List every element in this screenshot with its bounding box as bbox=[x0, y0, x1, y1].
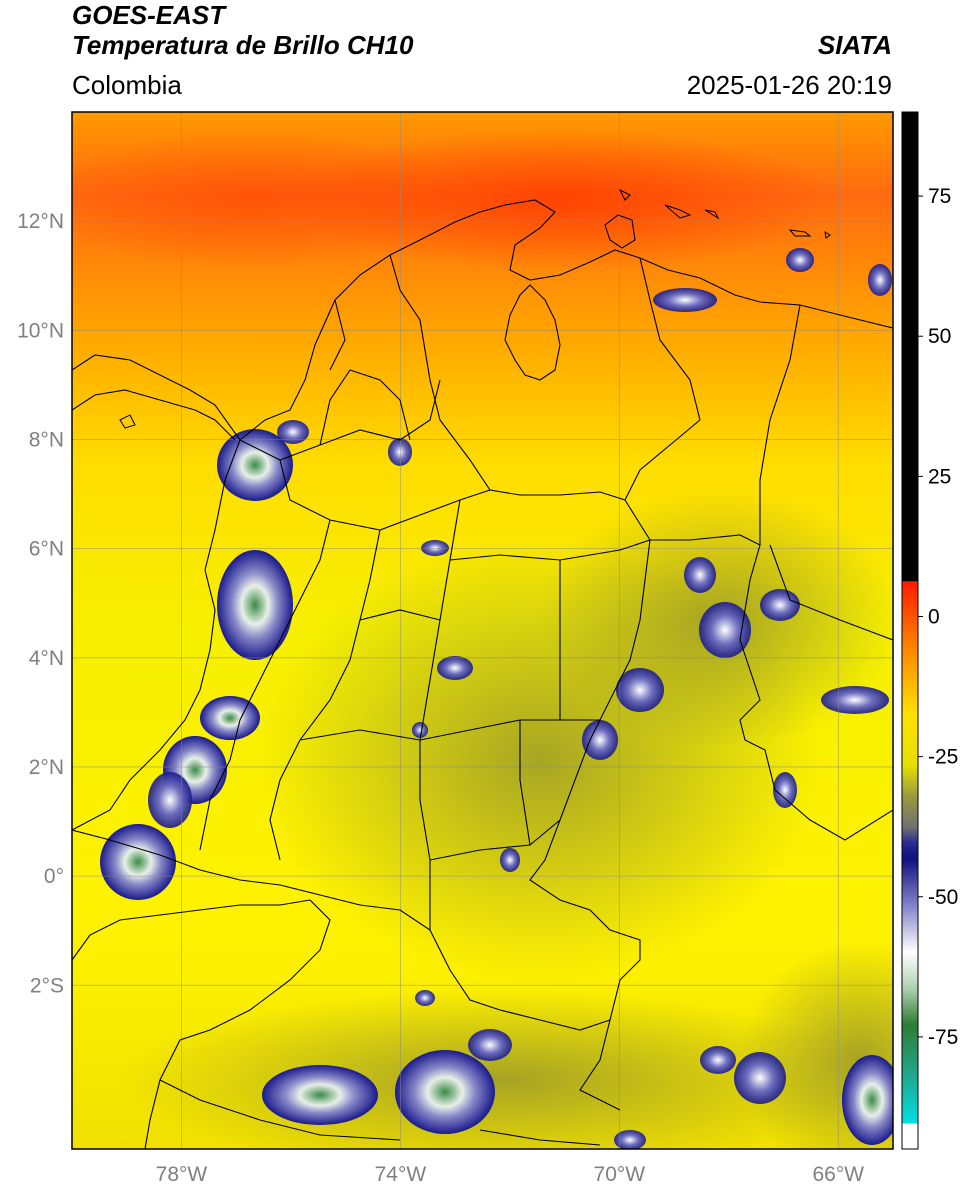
satellite-title: GOES-EAST bbox=[72, 0, 226, 30]
graticule bbox=[72, 112, 893, 1149]
colorbar-tick-label: -75 bbox=[928, 1026, 958, 1049]
latitude-label: 12°N bbox=[17, 210, 64, 233]
cloud-cluster bbox=[100, 248, 893, 1149]
colorbar-tick-label: 25 bbox=[928, 465, 951, 488]
longitude-label: 74°W bbox=[375, 1163, 427, 1186]
longitude-label: 66°W bbox=[812, 1163, 864, 1186]
map-frame bbox=[71, 111, 894, 1150]
borders bbox=[72, 199, 893, 1149]
longitude-label: 70°W bbox=[594, 1163, 646, 1186]
longitude-label: 78°W bbox=[156, 1163, 208, 1186]
organization-label: SIATA bbox=[817, 30, 892, 60]
latitude-label: 2°N bbox=[29, 756, 64, 779]
colorbar-tick-label: 50 bbox=[928, 325, 951, 348]
islands bbox=[119, 188, 831, 429]
colorbar-tick-label: -25 bbox=[928, 746, 958, 769]
latitude-label: 6°N bbox=[29, 538, 64, 561]
latitude-labels: 12°N 10°N 8°N 6°N 4°N 2°N 0° 2°S bbox=[17, 210, 64, 997]
colorbar bbox=[901, 111, 919, 1150]
latitude-label: 4°N bbox=[29, 647, 64, 670]
longitude-labels: 78°W 74°W 70°W 66°W bbox=[156, 1163, 865, 1186]
latitude-label: 2°S bbox=[30, 974, 64, 997]
latitude-label: 0° bbox=[44, 865, 64, 888]
latitude-label: 10°N bbox=[17, 319, 64, 342]
latitude-label: 8°N bbox=[29, 428, 64, 451]
colorbar-tick-label: 0 bbox=[928, 605, 940, 628]
colorbar-tick-label: 75 bbox=[928, 185, 951, 208]
colorbar-ticks: 75 50 25 0 -25 -50 -75 bbox=[918, 185, 958, 1049]
region-label: Colombia bbox=[72, 70, 182, 100]
colorbar-tick-label: -50 bbox=[928, 886, 958, 909]
product-title: Temperatura de Brillo CH10 bbox=[72, 30, 414, 60]
timestamp-label: 2025-01-26 20:19 bbox=[686, 70, 892, 100]
